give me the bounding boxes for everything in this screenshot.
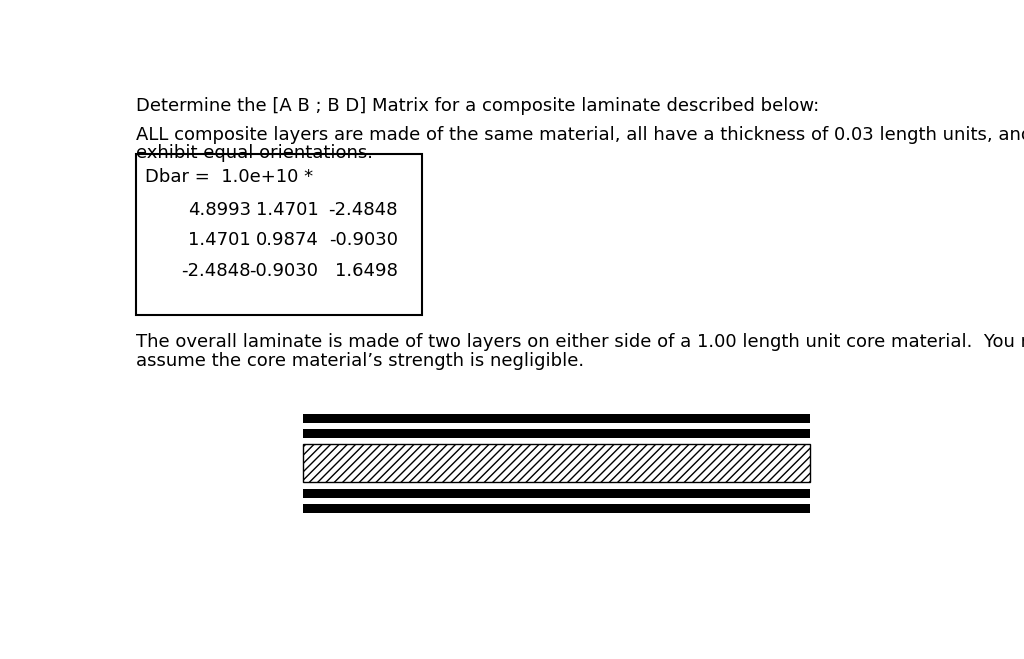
Text: -2.4848: -2.4848 [181,262,251,280]
Text: 4.8993: 4.8993 [187,201,251,219]
Bar [303,444,811,482]
Bar [303,414,811,423]
Bar [303,429,811,438]
Text: assume the core material’s strength is negligible.: assume the core material’s strength is n… [136,352,584,370]
Text: Dbar =  1.0e+10 *: Dbar = 1.0e+10 * [145,168,313,186]
Bar [303,503,811,513]
Text: ALL composite layers are made of the same material, all have a thickness of 0.03: ALL composite layers are made of the sam… [136,126,1024,144]
Text: -0.9030: -0.9030 [250,262,318,280]
Bar [136,154,422,315]
Text: 1.6498: 1.6498 [335,262,397,280]
Text: exhibit equal orientations.: exhibit equal orientations. [136,144,373,162]
Text: Determine the [A B ; B D] Matrix for a composite laminate described below:: Determine the [A B ; B D] Matrix for a c… [136,97,819,115]
Text: 1.4701: 1.4701 [256,201,318,219]
Text: -2.4848: -2.4848 [329,201,397,219]
Bar [303,488,811,498]
Text: The overall laminate is made of two layers on either side of a 1.00 length unit : The overall laminate is made of two laye… [136,333,1024,351]
Text: 1.4701: 1.4701 [188,231,251,249]
Text: -0.9030: -0.9030 [329,231,397,249]
Text: 0.9874: 0.9874 [256,231,318,249]
